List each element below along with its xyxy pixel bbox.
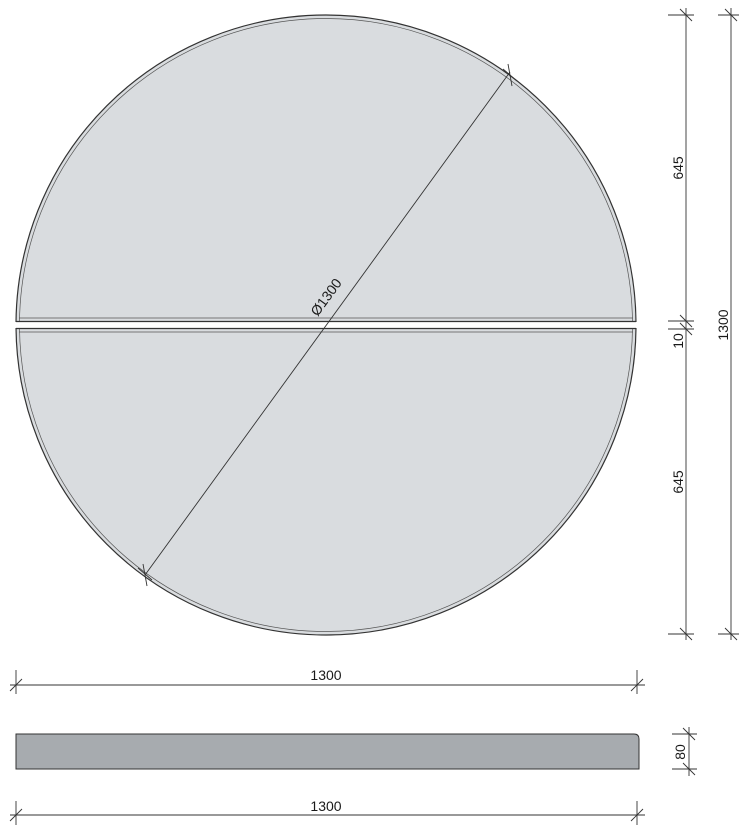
- plan-width-label: 1300: [310, 667, 341, 683]
- side-thickness-label: 80: [672, 744, 688, 760]
- gap-label: 10: [670, 333, 686, 349]
- lower-half-label: 645: [670, 470, 686, 494]
- vertical-dimension-chain: 645 10 645: [668, 8, 694, 641]
- side-width-dimension: 1300: [9, 798, 645, 825]
- upper-half-label: 645: [670, 156, 686, 180]
- overall-height-dimension: 1300: [715, 8, 739, 641]
- overall-height-label: 1300: [715, 309, 731, 340]
- side-thickness-dimension: 80: [672, 727, 697, 776]
- side-width-label: 1300: [310, 798, 341, 814]
- lower-half-panel: [15, 327, 637, 636]
- plan-width-dimension: 1300: [9, 667, 645, 694]
- upper-half-panel: [15, 14, 637, 323]
- side-elevation: [15, 733, 640, 770]
